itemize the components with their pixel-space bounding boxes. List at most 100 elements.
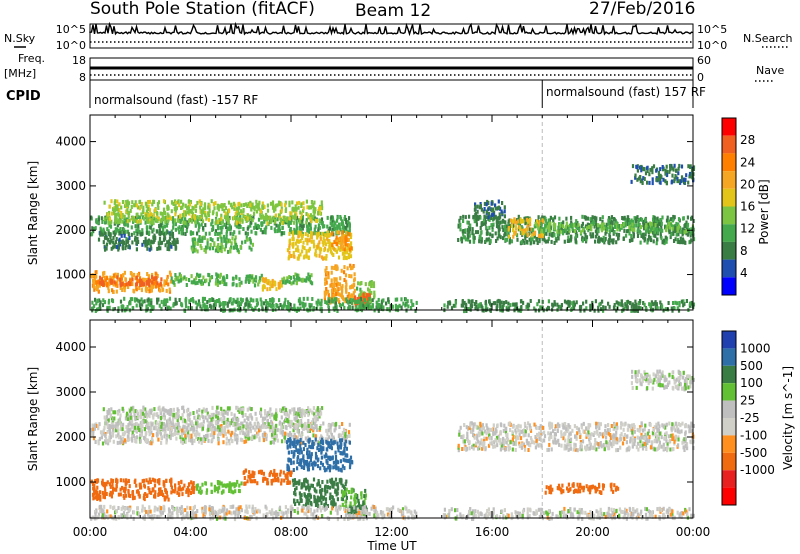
range-time-cell: [536, 302, 539, 307]
range-time-cell: [617, 301, 620, 306]
range-time-cell: [227, 200, 231, 205]
range-time-cell: [335, 267, 338, 272]
range-time-cell: [653, 215, 656, 220]
range-time-cell: [594, 239, 597, 244]
range-time-cell: [99, 306, 102, 311]
range-time-cell: [254, 305, 257, 310]
range-time-cell: [141, 300, 144, 305]
range-time-cell: [353, 507, 356, 512]
range-time-cell: [148, 487, 151, 492]
range-time-cell: [181, 225, 184, 229]
range-time-cell: [334, 301, 338, 306]
range-time-cell: [259, 209, 262, 214]
range-time-cell: [204, 206, 207, 211]
range-time-cell: [320, 298, 323, 303]
range-time-cell: [494, 203, 497, 208]
range-time-cell: [319, 307, 322, 312]
range-time-cell: [119, 435, 122, 440]
range-time-cell: [299, 215, 302, 220]
range-time-cell: [494, 231, 497, 236]
range-time-cell: [252, 474, 255, 479]
range-time-cell: [443, 303, 446, 308]
range-time-cell: [233, 239, 236, 244]
range-time-cell: [276, 472, 279, 477]
range-time-cell: [324, 268, 327, 273]
range-time-cell: [148, 208, 151, 213]
range-time-cell: [254, 275, 258, 280]
range-time-cell: [370, 290, 373, 295]
range-time-cell: [202, 210, 205, 215]
range-time-cell: [215, 299, 218, 303]
range-time-cell: [141, 302, 144, 307]
range-time-cell: [555, 238, 558, 243]
range-time-cell: [164, 488, 167, 492]
range-time-cell: [246, 237, 249, 242]
range-time-cell: [165, 438, 168, 443]
range-time-cell: [539, 305, 542, 310]
range-time-cell: [626, 215, 629, 220]
range-time-cell: [285, 475, 288, 480]
range-time-cell: [92, 486, 95, 491]
range-time-cell: [345, 289, 348, 294]
range-time-cell: [329, 221, 332, 226]
range-time-cell: [182, 231, 185, 236]
range-time-cell: [376, 302, 379, 307]
range-time-cell: [320, 491, 323, 496]
range-time-cell: [326, 224, 329, 229]
range-time-cell: [180, 437, 183, 442]
range-time-cell: [353, 272, 356, 277]
range-time-cell: [152, 213, 155, 218]
range-time-cell: [193, 438, 196, 443]
range-time-cell: [196, 302, 199, 307]
range-time-cell: [410, 306, 413, 310]
range-time-cell: [499, 305, 502, 310]
range-time-cell: [348, 232, 351, 236]
range-time-cell: [523, 229, 526, 234]
range-time-cell: [597, 308, 600, 313]
range-time-cell: [297, 256, 300, 261]
range-time-cell: [363, 302, 366, 307]
range-time-cell: [660, 175, 663, 180]
range-time-cell: [115, 289, 118, 294]
range-time-cell: [538, 237, 541, 242]
range-time-cell: [354, 299, 358, 304]
range-time-cell: [329, 283, 332, 288]
range-time-cell: [98, 496, 101, 501]
range-time-cell: [151, 487, 154, 492]
range-time-cell: [446, 304, 449, 309]
range-time-cell: [332, 224, 335, 229]
range-time-cell: [303, 246, 306, 251]
range-time-cell: [226, 303, 229, 308]
range-time-cell: [530, 230, 533, 235]
range-time-cell: [190, 297, 193, 302]
range-time-cell: [222, 304, 226, 309]
range-time-cell: [312, 239, 315, 244]
range-time-cell: [250, 474, 253, 478]
range-time-cell: [659, 228, 662, 233]
range-time-cell: [360, 495, 363, 500]
range-time-cell: [193, 214, 196, 219]
range-time-cell: [219, 204, 222, 209]
range-time-cell: [655, 219, 658, 224]
range-time-cell: [311, 297, 314, 301]
range-time-cell: [482, 209, 485, 214]
range-time-cell: [321, 231, 324, 236]
range-time-cell: [127, 232, 130, 237]
range-time-cell: [652, 217, 655, 222]
range-time-cell: [297, 248, 300, 253]
range-time-cell: [92, 226, 95, 231]
range-time-cell: [344, 499, 347, 504]
range-time-cell: [131, 282, 134, 287]
range-time-cell: [520, 240, 523, 245]
range-time-cell: [211, 432, 214, 437]
range-time-cell: [156, 216, 159, 221]
range-time-cell: [247, 305, 250, 310]
range-time-cell: [565, 221, 568, 226]
range-time-cell: [228, 481, 231, 486]
range-time-cell: [161, 221, 164, 225]
range-time-cell: [248, 301, 251, 305]
range-time-cell: [106, 227, 109, 232]
range-time-cell: [181, 217, 184, 221]
range-time-cell: [331, 216, 334, 221]
range-time-cell: [568, 303, 571, 308]
